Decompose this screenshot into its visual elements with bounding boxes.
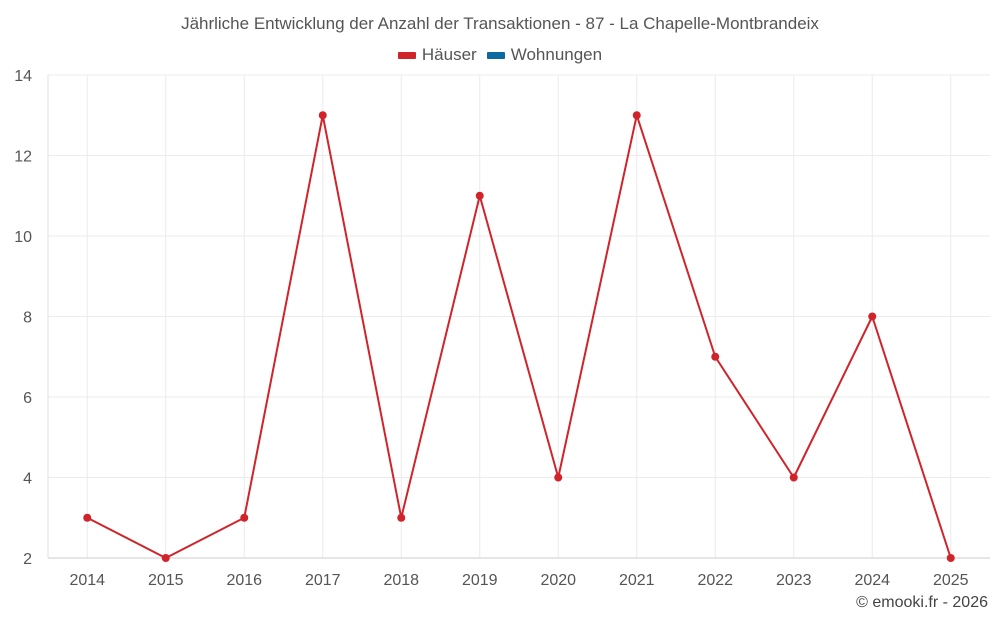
y-tick-label: 12 xyxy=(14,149,32,166)
legend-swatch-hauser xyxy=(397,51,416,59)
y-tick-label: 4 xyxy=(23,471,32,488)
x-tick-label: 2023 xyxy=(776,572,812,589)
data-point[interactable] xyxy=(632,111,641,120)
data-point[interactable] xyxy=(318,111,327,120)
x-tick-label: 2018 xyxy=(383,572,419,589)
data-point[interactable] xyxy=(711,352,720,361)
legend-item-wohnungen[interactable]: Wohnungen xyxy=(486,45,603,65)
data-point[interactable] xyxy=(554,473,563,482)
x-tick-label: 2024 xyxy=(854,572,890,589)
y-tick-label: 6 xyxy=(23,390,32,407)
x-tick-label: 2017 xyxy=(305,572,341,589)
x-tick-label: 2016 xyxy=(226,572,262,589)
data-point[interactable] xyxy=(83,513,92,522)
y-tick-label: 8 xyxy=(23,310,32,327)
axes: 2 4 6 8 10 12 14 2014 2015 2016 2017 2018 2019 2020 20… xyxy=(14,68,990,589)
x-tick-label: 2020 xyxy=(540,572,576,589)
x-tick-label: 2014 xyxy=(69,572,105,589)
series xyxy=(83,111,955,562)
legend: Häuser Wohnungen xyxy=(0,45,1000,65)
x-tick-label: 2021 xyxy=(619,572,655,589)
legend-label-wohnungen: Wohnungen xyxy=(510,45,603,64)
data-point[interactable] xyxy=(240,513,249,522)
y-tick-label: 2 xyxy=(23,551,32,568)
legend-swatch-wohnungen xyxy=(486,51,505,59)
legend-label-hauser: Häuser xyxy=(421,45,477,64)
data-point[interactable] xyxy=(397,513,406,522)
legend-item-hauser[interactable]: Häuser xyxy=(397,45,477,65)
data-point[interactable] xyxy=(946,554,955,562)
series-line-0 xyxy=(86,114,952,559)
data-point[interactable] xyxy=(789,473,798,482)
chart-title: Jährliche Entwicklung der Anzahl der Tra… xyxy=(181,14,819,33)
grid xyxy=(48,74,990,558)
y-tick-label: 10 xyxy=(14,229,32,246)
x-tick-label: 2015 xyxy=(148,572,184,589)
x-tick-label: 2022 xyxy=(697,572,733,589)
data-point[interactable] xyxy=(475,191,484,200)
x-tick-label: 2019 xyxy=(462,572,498,589)
credit: © emooki.fr - 2026 xyxy=(856,594,988,611)
x-tick-label: 2025 xyxy=(933,572,969,589)
data-point[interactable] xyxy=(868,312,877,321)
data-point[interactable] xyxy=(161,554,170,562)
y-tick-label: 14 xyxy=(14,68,32,85)
